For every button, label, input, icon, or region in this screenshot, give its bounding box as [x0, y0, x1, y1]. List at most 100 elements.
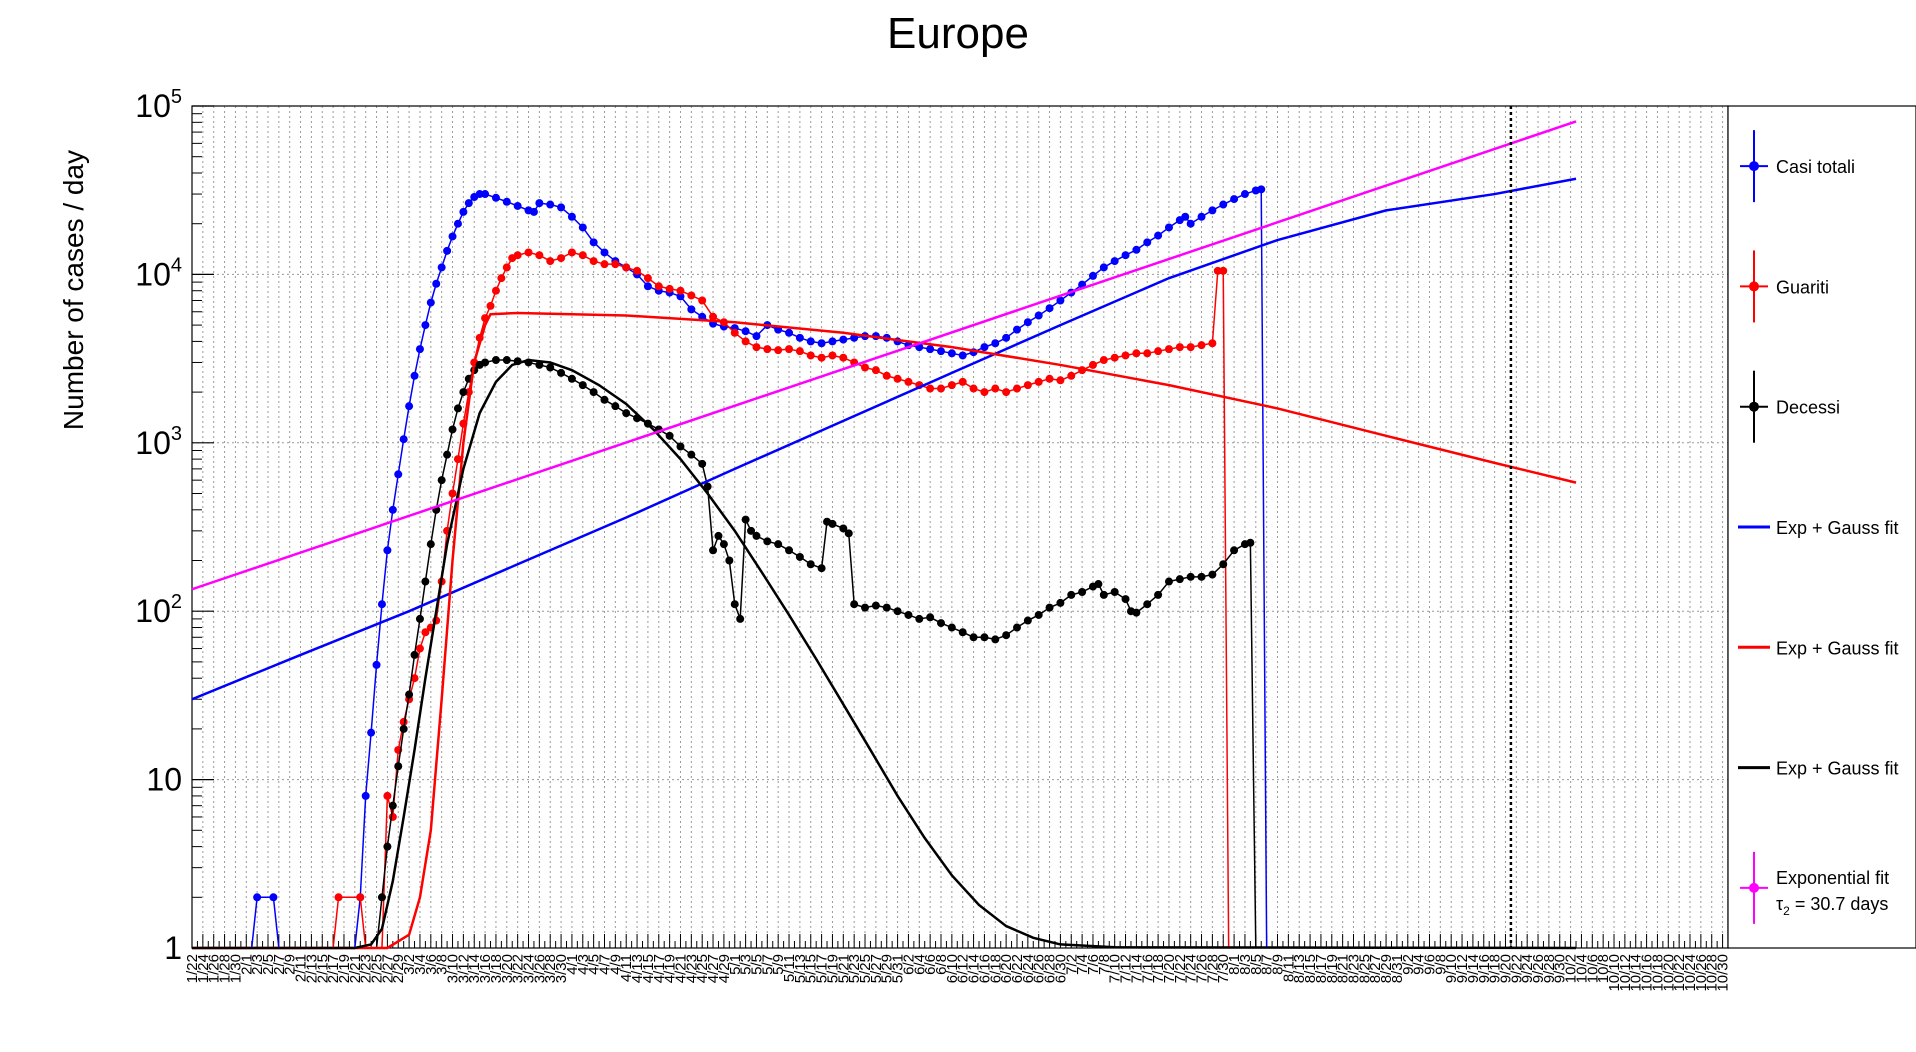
data-point	[535, 360, 544, 369]
x-tick-label: 1/26	[206, 954, 223, 983]
legend-label: Decessi	[1776, 398, 1840, 418]
data-point	[714, 531, 723, 540]
data-point	[795, 552, 804, 561]
data-point	[1175, 575, 1184, 584]
data-point	[1012, 384, 1021, 393]
data-point	[980, 388, 989, 397]
data-point	[399, 724, 408, 733]
data-point	[1121, 351, 1130, 360]
x-tick-label: 2/1	[238, 954, 255, 975]
data-point	[839, 524, 848, 533]
data-point	[991, 384, 1000, 393]
data-point	[448, 489, 457, 498]
fit-ff0000	[192, 311, 1577, 950]
data-point	[1067, 371, 1076, 380]
data-point	[546, 257, 555, 266]
x-tick-label: 4/21	[672, 954, 689, 983]
data-point	[958, 377, 967, 386]
data-point	[453, 404, 462, 413]
x-tick-label: 9/20	[1497, 954, 1514, 983]
data-point	[1181, 212, 1190, 221]
x-tick-label: 2/13	[303, 954, 320, 983]
data-point	[1197, 341, 1206, 350]
series-line	[192, 311, 1577, 950]
x-tick-label: 7/2	[1063, 954, 1080, 975]
data-point	[443, 246, 452, 255]
data-point	[388, 812, 397, 821]
data-point	[1164, 345, 1173, 354]
data-point	[1023, 616, 1032, 625]
x-tick-label: 8/19	[1324, 954, 1341, 983]
data-point	[1012, 325, 1021, 334]
data-point	[947, 349, 956, 358]
data-point	[795, 347, 804, 356]
data-point	[448, 425, 457, 434]
data-point	[464, 199, 473, 208]
data-point	[1230, 195, 1239, 204]
data-point	[578, 381, 587, 390]
x-tick-label: 10/6	[1584, 954, 1601, 983]
data-point	[698, 296, 707, 305]
data-point	[410, 674, 419, 683]
data-point	[747, 526, 756, 535]
data-point	[443, 450, 452, 459]
x-tick-label: 7/20	[1161, 954, 1178, 983]
legend-entry: Exp + Gauss fit	[1738, 638, 1899, 658]
data-point	[1067, 590, 1076, 599]
y-tick-label: 104	[135, 254, 182, 292]
x-tick-label: 2/17	[325, 954, 342, 983]
data-point	[546, 363, 555, 372]
x-tick-label: 6/14	[966, 954, 983, 983]
x-tick-label: 3/6	[423, 954, 440, 975]
x-tick-label: 10/2	[1563, 954, 1580, 983]
data-point	[567, 212, 576, 221]
x-tick-label: 9/10	[1443, 954, 1460, 983]
series-line	[191, 177, 1577, 701]
data-point	[1132, 349, 1141, 358]
x-tick-label: 7/12	[1118, 954, 1135, 983]
series-line	[191, 120, 1577, 591]
data-point	[1034, 311, 1043, 320]
data-point	[421, 577, 430, 586]
data-point	[437, 263, 446, 272]
data-point	[893, 374, 902, 383]
x-tick-label: 6/30	[1052, 954, 1069, 983]
series-line	[192, 358, 1577, 950]
y-tick-base: 10	[146, 762, 182, 798]
x-tick-label: 9/16	[1476, 954, 1493, 983]
x-tick-label: 7/18	[1150, 954, 1167, 983]
data-point	[937, 384, 946, 393]
data-point	[1088, 271, 1097, 280]
x-tick-label: 6/18	[987, 954, 1004, 983]
data-point	[915, 614, 924, 623]
x-tick-label: 5/21	[835, 954, 852, 983]
data-point	[806, 337, 815, 346]
x-tick-label: 5/23	[846, 954, 863, 983]
data-point	[1219, 200, 1228, 209]
data-point	[1143, 238, 1152, 247]
x-tick-label: 8/1	[1226, 954, 1243, 975]
data-point	[1110, 588, 1119, 597]
x-tick-label: 3/24	[521, 954, 538, 983]
data-point	[557, 254, 566, 263]
data-point	[394, 762, 403, 771]
x-tick-label: 6/24	[1020, 954, 1037, 983]
data-point	[546, 200, 555, 209]
data-point	[383, 546, 392, 555]
data-point	[491, 286, 500, 295]
data-point	[947, 623, 956, 632]
series-line	[192, 251, 1230, 949]
x-tick-label: 7/26	[1194, 954, 1211, 983]
x-tick-label: 9/22	[1508, 954, 1525, 983]
data-point	[774, 540, 783, 549]
x-tick-label: 7/8	[1096, 954, 1113, 975]
data-point	[1110, 257, 1119, 266]
data-point	[871, 601, 880, 610]
x-tick-label: 10/10	[1606, 954, 1623, 992]
legend-marker	[1749, 281, 1759, 292]
y-tick-exponent: 2	[171, 591, 182, 613]
x-tick-label: 10/18	[1649, 954, 1666, 992]
x-tick-label: 1/30	[227, 954, 244, 983]
data-point	[1056, 296, 1065, 305]
